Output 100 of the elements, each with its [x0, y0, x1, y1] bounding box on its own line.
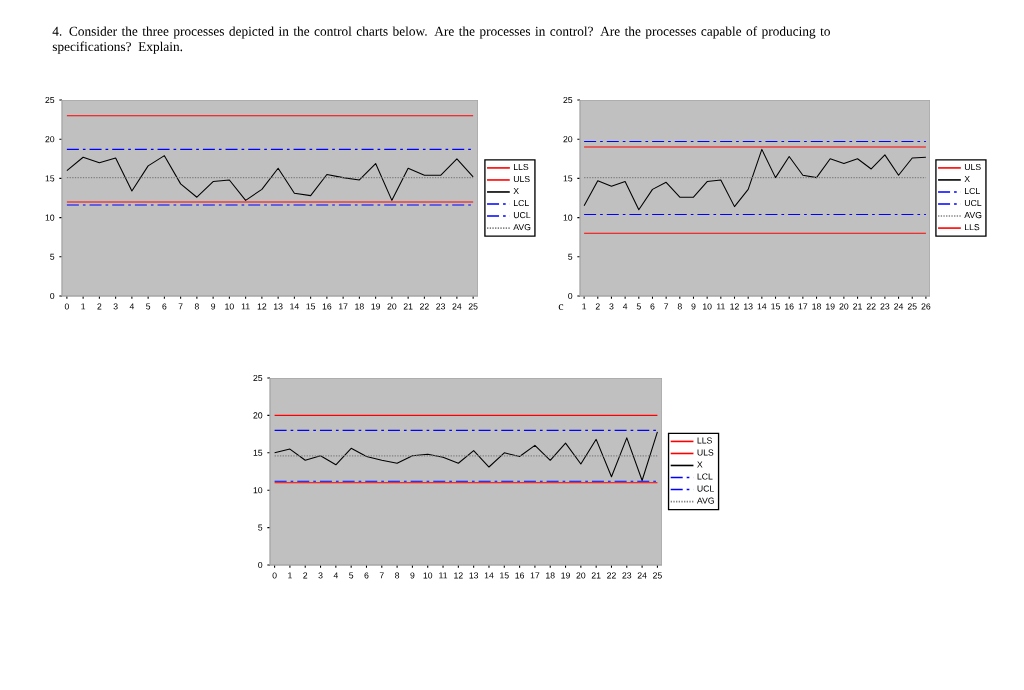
x-tick-label: 18 — [812, 303, 821, 310]
x-tick-label: 1 — [582, 303, 587, 310]
y-tick-label: 0 — [50, 292, 55, 300]
x-tick-label: 10 — [703, 303, 712, 310]
x-tick-label: 5 — [636, 303, 641, 310]
legend-label: X — [697, 461, 703, 468]
x-tick-label: 2 — [303, 572, 308, 579]
y-tick-label: 15 — [563, 175, 573, 182]
x-tick-label: 7 — [379, 572, 384, 579]
x-tick-label: 8 — [677, 303, 682, 310]
x-tick-label: 16 — [515, 572, 525, 579]
legend-label: X — [513, 187, 519, 194]
y-tick-label: 0 — [568, 292, 573, 300]
x-tick-label: 24 — [894, 303, 904, 310]
x-tick-label: 23 — [880, 303, 890, 310]
x-tick-label: 10 — [225, 303, 234, 310]
y-tick-label: 10 — [45, 214, 55, 221]
legend-label: AVG — [513, 224, 531, 231]
x-tick-label: 9 — [410, 572, 415, 579]
legend-label: X — [964, 175, 970, 182]
x-tick-label: 20 — [576, 572, 586, 579]
legend-label: AVG — [964, 212, 982, 219]
x-tick-label: 1 — [81, 303, 86, 310]
y-tick-label: 20 — [253, 412, 263, 419]
x-tick-label: 9 — [691, 303, 696, 310]
x-tick-label: 13 — [744, 303, 753, 310]
legend-label: ULS — [697, 449, 714, 456]
x-tick-label: 2 — [97, 303, 102, 310]
legend-label: LCL — [965, 187, 980, 195]
x-tick-label: 17 — [798, 303, 808, 310]
line-series — [66, 155, 474, 201]
x-tick-label: 17 — [338, 303, 348, 310]
x-tick-label: 5 — [349, 572, 354, 579]
y-tick-label: 15 — [253, 449, 263, 456]
x-tick-label: 16 — [322, 303, 332, 310]
x-tick-label: 19 — [371, 303, 381, 310]
y-tick-label: 10 — [253, 487, 263, 494]
x-tick-label: 12 — [730, 303, 739, 310]
x-tick-label: 18 — [355, 303, 364, 310]
x-tick-label: 16 — [785, 303, 794, 310]
text: c — [558, 304, 564, 311]
x-tick-label: 22 — [420, 303, 429, 310]
line-series — [274, 431, 658, 482]
x-tick-label: 21 — [591, 572, 601, 579]
y-tick-label: 5 — [258, 524, 263, 531]
x-tick-label: 7 — [664, 303, 669, 310]
y-tick-label: 0 — [258, 561, 263, 569]
x-tick-label: 20 — [839, 303, 849, 310]
y-tick-label: 5 — [50, 253, 55, 260]
x-tick-label: 17 — [530, 572, 540, 579]
x-tick-label: 26 — [921, 303, 931, 310]
x-tick-label: 22 — [607, 572, 616, 579]
y-tick-label: 20 — [45, 136, 55, 143]
x-tick-label: 10 — [423, 572, 433, 579]
x-tick-label: 21 — [403, 303, 413, 310]
x-tick-label: 1 — [288, 572, 292, 579]
x-tick-label: 14 — [484, 572, 494, 579]
x-tick-label: 11 — [717, 303, 725, 310]
x-tick-label: 6 — [162, 303, 167, 310]
legend-label: LCL — [697, 473, 713, 480]
x-tick-label: 9 — [211, 303, 216, 310]
x-tick-label: 4 — [622, 303, 628, 310]
y-tick-label: 25 — [563, 96, 573, 104]
x-tick-label: 4 — [129, 303, 135, 310]
x-tick-label: 5 — [146, 303, 151, 310]
y-tick-label: 20 — [563, 136, 573, 143]
legend-label: ULS — [513, 175, 530, 183]
x-tick-label: 11 — [439, 572, 448, 579]
x-tick-label: 23 — [436, 303, 446, 310]
x-tick-label: 15 — [771, 303, 780, 310]
x-tick-label: 11 — [241, 303, 250, 310]
x-tick-label: 25 — [653, 572, 662, 579]
x-tick-label: 25 — [907, 303, 917, 310]
legend-label: AVG — [696, 497, 714, 504]
x-tick-label: 0 — [64, 303, 69, 310]
x-tick-label: 13 — [273, 303, 283, 310]
x-tick-label: 0 — [272, 572, 277, 579]
x-tick-label: 7 — [178, 303, 183, 310]
x-tick-label: 20 — [387, 303, 397, 310]
x-tick-label: 2 — [595, 303, 600, 310]
legend-label: UCL — [513, 212, 531, 219]
x-tick-label: 14 — [290, 303, 299, 310]
legend-label: LLS — [965, 224, 980, 231]
x-tick-label: 22 — [866, 303, 876, 310]
legend-label: LLS — [513, 163, 529, 171]
y-tick-label: 15 — [45, 175, 55, 182]
legend-label: LLS — [697, 437, 712, 444]
y-tick-label: 10 — [563, 214, 573, 221]
chart-title: 4. Consider the three processes depicted in the control charts below. Are the processes in control? Are the processes capable of producing to specifications? Explain. — [52, 26, 830, 54]
y-tick-label: 25 — [253, 374, 263, 382]
x-tick-label: 15 — [306, 303, 316, 310]
x-tick-label: 24 — [637, 572, 647, 579]
x-tick-label: 3 — [609, 303, 614, 310]
x-tick-label: 14 — [757, 303, 767, 310]
x-tick-label: 12 — [257, 303, 267, 310]
x-tick-label: 8 — [194, 303, 199, 310]
x-tick-label: 21 — [853, 303, 862, 310]
x-tick-label: 15 — [500, 572, 509, 579]
legend-label: LCL — [513, 199, 529, 207]
legend-label: UCL — [964, 199, 982, 207]
